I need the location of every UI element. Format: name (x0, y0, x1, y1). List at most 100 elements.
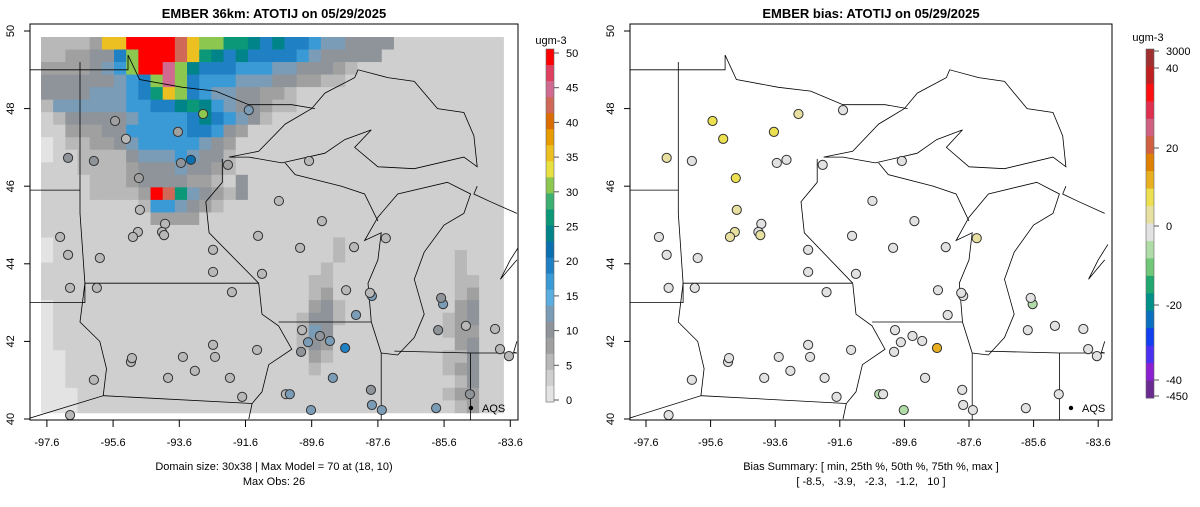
grid-cell (333, 362, 346, 376)
grid-cell (442, 250, 456, 263)
grid-cell (126, 112, 139, 126)
grid-cell (53, 199, 66, 213)
grid-cell (65, 300, 78, 314)
grid-cell (381, 187, 395, 201)
grid-cell (260, 387, 273, 401)
station-point (189, 365, 200, 376)
grid-cell (308, 237, 322, 251)
colorbar-tick-label: 25 (566, 222, 578, 234)
grid-cell (65, 362, 78, 376)
grid-cell (247, 37, 261, 50)
grid-cell (89, 112, 103, 126)
grid-cell (272, 325, 285, 339)
grid-cell (284, 212, 297, 226)
grid-cell (223, 174, 237, 188)
grid-cell (296, 262, 310, 276)
grid-cell (345, 250, 358, 263)
colorbar-tick-label: 10 (566, 326, 578, 338)
grid-cell (466, 99, 480, 113)
grid-cell (466, 312, 480, 326)
grid-cell (393, 312, 407, 326)
grid-cell (41, 337, 54, 351)
grid-cell (114, 400, 127, 414)
grid-cell (150, 375, 164, 389)
grid-cell (308, 300, 322, 314)
right-footer-bias-summary: Bias Summary: [ min, 25th %, 50th %, 75t… (743, 461, 999, 473)
grid-cell (41, 112, 54, 126)
grid-cell (77, 49, 91, 63)
grid-cell (77, 387, 91, 401)
grid-cell (466, 362, 480, 376)
grid-cell (369, 224, 383, 238)
michigan-east-coast (1062, 186, 1105, 214)
station-bias-point (759, 372, 770, 383)
grid-cell (381, 212, 395, 226)
grid-cell (430, 337, 444, 351)
grid-cell (491, 99, 504, 113)
colorbar-swatch (1146, 153, 1154, 172)
grid-cell (296, 212, 310, 226)
grid-cell (223, 350, 237, 364)
grid-cell (138, 87, 151, 101)
grid-cell (381, 112, 395, 126)
grid-cell (296, 387, 310, 401)
grid-cell (211, 362, 224, 376)
y-tick-label: 42 (605, 335, 617, 347)
grid-cell (466, 250, 480, 263)
station-point (133, 172, 144, 184)
station-point (91, 282, 102, 293)
x-tick-label: -91.6 (233, 437, 258, 449)
grid-cell (101, 387, 115, 401)
grid-cell (393, 199, 407, 213)
grid-cell (223, 87, 237, 101)
grid-cell (260, 337, 273, 351)
grid-cell (381, 387, 395, 401)
grid-cell (393, 49, 407, 63)
grid-cell (333, 275, 346, 288)
grid-cell (41, 99, 54, 113)
grid-cell (247, 112, 261, 126)
grid-cell (369, 337, 383, 351)
grid-cell (150, 137, 164, 151)
grid-cell (114, 250, 127, 263)
grid-cell (479, 137, 492, 151)
grid-cell (466, 37, 480, 50)
grid-cell (454, 174, 468, 188)
grid-cell (223, 362, 237, 376)
grid-cell (491, 250, 504, 263)
colorbar-swatch (546, 145, 554, 162)
grid-cell (333, 400, 346, 414)
grid-cell (77, 124, 91, 138)
colorbar-swatch (546, 289, 554, 307)
colorbar-tick-label: 20 (1166, 143, 1178, 155)
grid-cell (211, 112, 224, 126)
grid-cell (357, 49, 371, 63)
colorbar-swatch (546, 129, 554, 146)
grid-cell (272, 262, 285, 276)
grid-cell (41, 362, 54, 376)
grid-cell (260, 37, 273, 50)
grid-cell (138, 162, 151, 176)
grid-cell (174, 237, 188, 251)
colorbar-frame (545, 48, 555, 403)
grid-cell (89, 62, 103, 75)
grid-cell (454, 124, 468, 138)
grid-cell (235, 112, 249, 126)
station-point (348, 242, 360, 253)
grid-cell (357, 99, 371, 113)
grid-cell (150, 124, 164, 138)
grid-cell (357, 350, 371, 364)
grid-cell (53, 149, 66, 163)
grid-cell (126, 275, 139, 288)
grid-cell (479, 350, 492, 364)
station-bias-point (1022, 325, 1033, 336)
grid-cell (369, 99, 383, 113)
station-point (88, 374, 99, 385)
grid-cell (418, 312, 431, 326)
colorbar-swatch (1146, 136, 1154, 155)
grid-cell (491, 62, 504, 75)
grid-cell (393, 287, 407, 301)
colorbar-swatch (546, 225, 554, 243)
grid-cell (333, 224, 346, 238)
grid-cell (187, 337, 200, 351)
